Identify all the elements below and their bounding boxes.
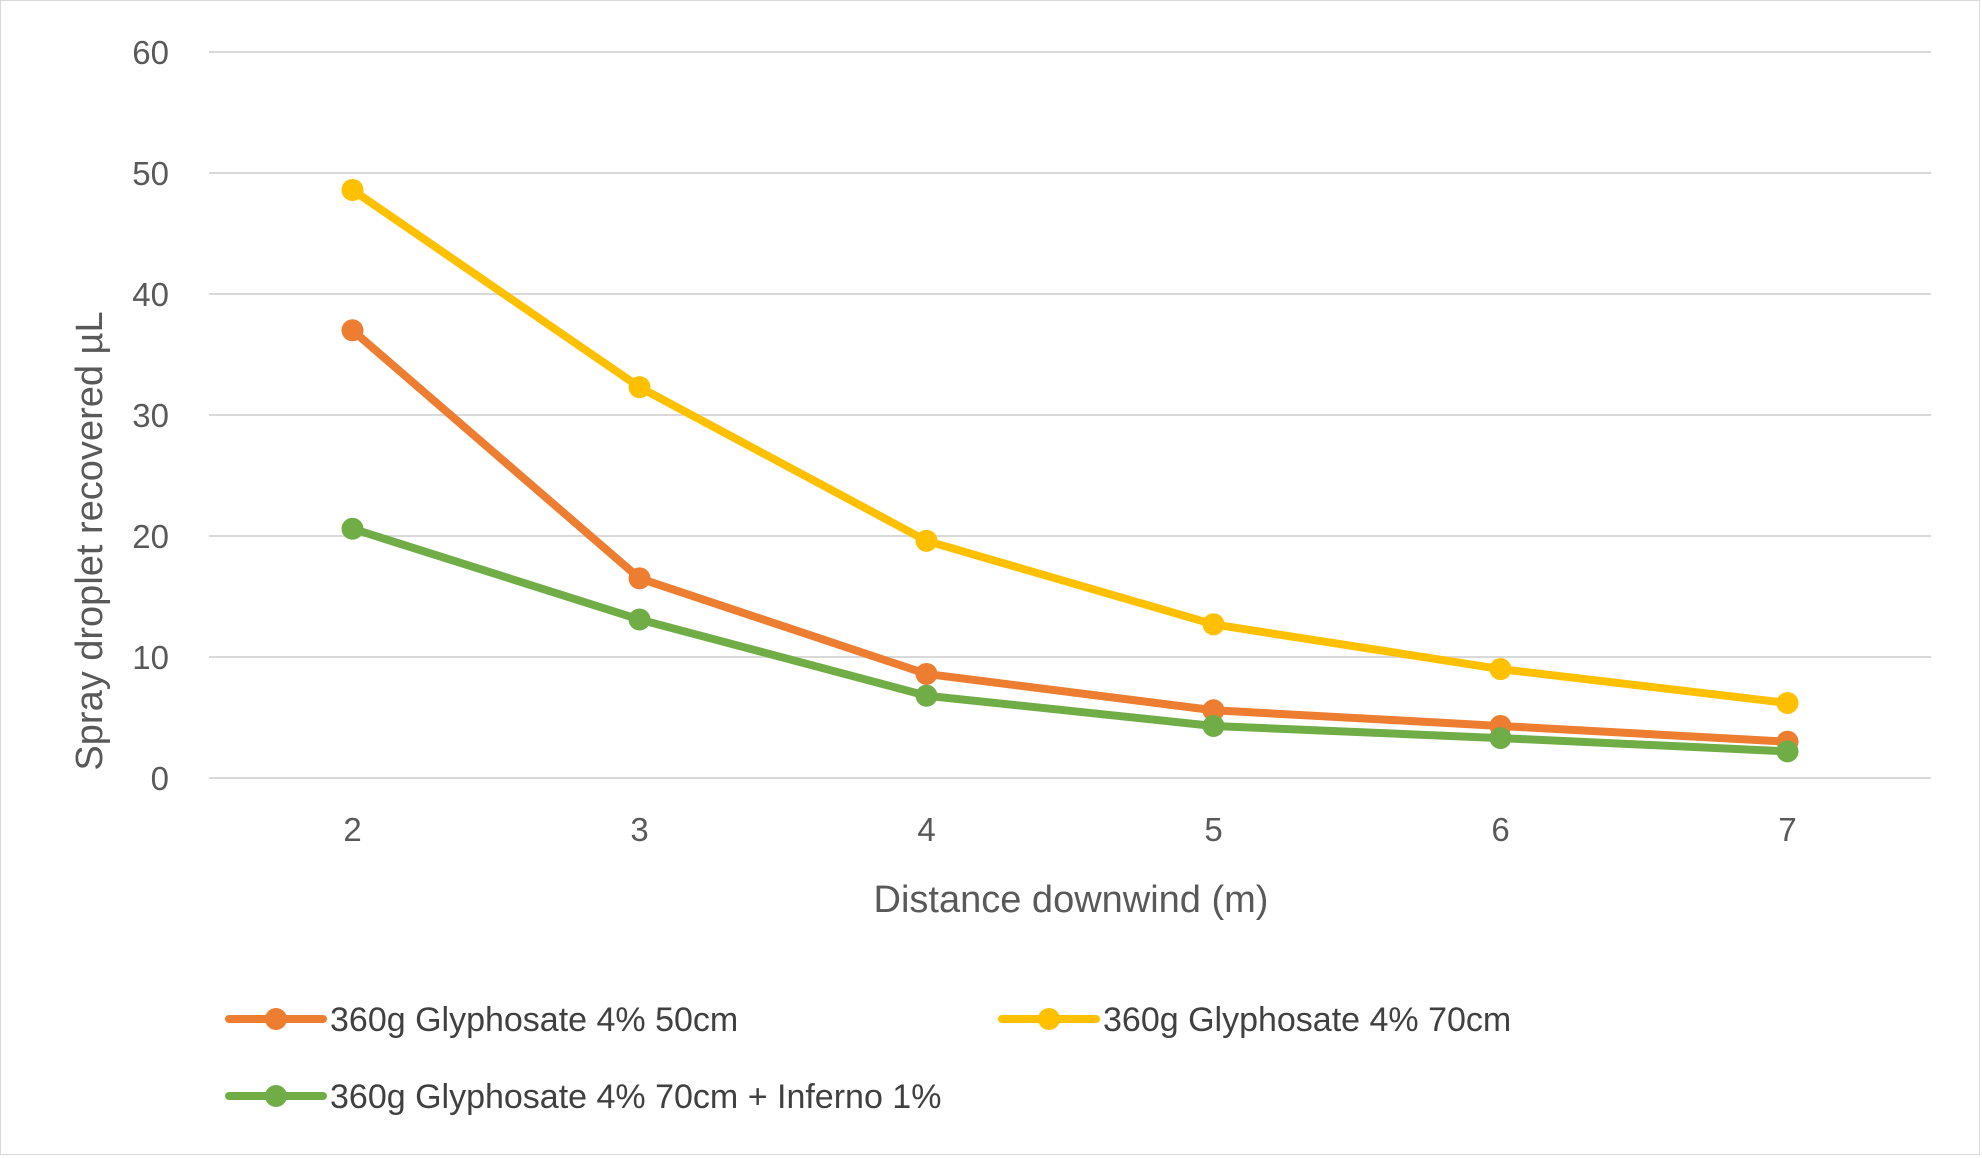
series-line (348, 185, 1792, 707)
legend-marker (265, 1085, 287, 1107)
data-point (628, 567, 651, 590)
x-axis-ticks: 2 3 4 5 6 7 (343, 811, 1796, 848)
data-point (341, 319, 364, 342)
data-point (1202, 714, 1225, 737)
data-point (915, 529, 938, 552)
gridlines (209, 51, 1931, 779)
legend-entry: 360g Glyphosate 4% 70cm (998, 1001, 1511, 1039)
legend-marker (1038, 1008, 1060, 1030)
legend-label: 360g Glyphosate 4% 50cm (330, 1001, 738, 1039)
series-2 (341, 178, 1799, 714)
y-axis-title: Spray droplet recovered µL (69, 311, 111, 770)
series-line (348, 326, 1792, 746)
series-3 (341, 517, 1799, 763)
y-tick-label: 20 (132, 518, 169, 555)
data-point (1202, 613, 1225, 636)
legend: 360g Glyphosate 4% 50cm 360g Glyphosate 4… (225, 1001, 1511, 1116)
y-tick-label: 30 (132, 397, 169, 434)
x-tick-label: 5 (1204, 811, 1222, 848)
data-point (1202, 699, 1225, 722)
data-point (1776, 691, 1799, 714)
y-tick-label: 40 (132, 276, 169, 313)
series-lines (341, 178, 1799, 763)
data-point (915, 684, 938, 707)
data-point (1489, 727, 1512, 750)
legend-label: 360g Glyphosate 4% 70cm + Inferno 1% (330, 1078, 941, 1116)
data-point (628, 608, 651, 631)
data-point (341, 178, 364, 201)
legend-marker (265, 1008, 287, 1030)
y-tick-label: 0 (151, 760, 169, 797)
x-tick-label: 3 (630, 811, 648, 848)
y-tick-label: 10 (132, 639, 169, 676)
legend-label: 360g Glyphosate 4% 70cm (1103, 1001, 1511, 1039)
y-tick-label: 60 (132, 34, 169, 71)
legend-entry: 360g Glyphosate 4% 70cm + Inferno 1% (225, 1078, 941, 1116)
x-axis-title: Distance downwind (m) (874, 879, 1269, 921)
x-tick-label: 7 (1778, 811, 1796, 848)
y-tick-label: 50 (132, 155, 169, 192)
legend-entry: 360g Glyphosate 4% 50cm (225, 1001, 738, 1039)
data-point (915, 662, 938, 685)
x-tick-label: 2 (343, 811, 361, 848)
data-point (341, 517, 364, 540)
x-tick-label: 4 (917, 811, 935, 848)
data-point (1776, 740, 1799, 763)
x-tick-label: 6 (1491, 811, 1509, 848)
data-point (628, 376, 651, 399)
y-axis-ticks: 0 10 20 30 40 50 60 (132, 34, 169, 797)
data-point (1489, 658, 1512, 681)
series-line (348, 524, 1792, 756)
